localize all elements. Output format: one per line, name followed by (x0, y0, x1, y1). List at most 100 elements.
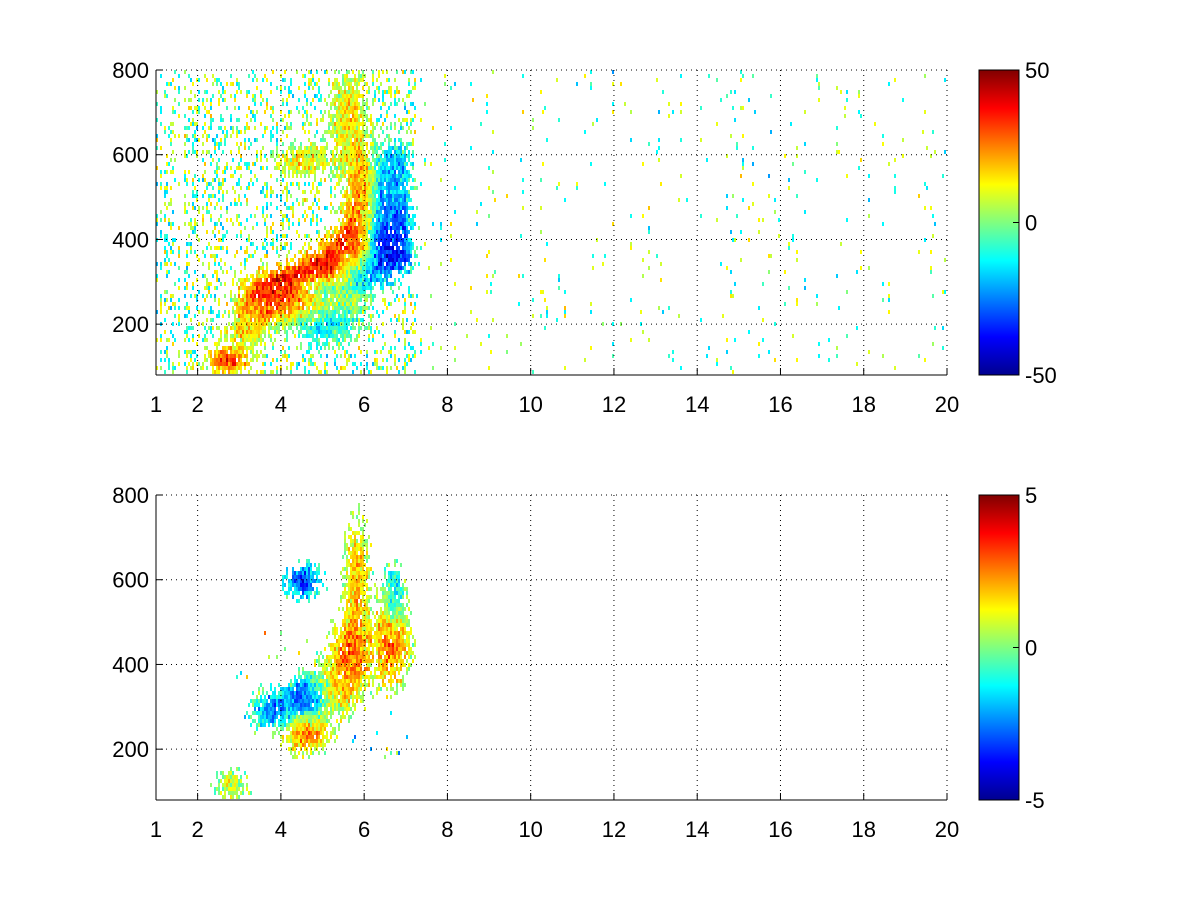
heatmap-cell (324, 130, 326, 134)
heatmap-cell (894, 190, 896, 194)
heatmap-cell (244, 366, 246, 370)
heatmap-cell (224, 354, 226, 358)
heatmap-cell (356, 178, 358, 182)
heatmap-cell (356, 230, 358, 234)
heatmap-cell (278, 162, 280, 166)
heatmap-cell (408, 230, 410, 234)
heatmap-cell (338, 294, 340, 298)
heatmap-cell (224, 775, 226, 779)
heatmap-cell (388, 198, 390, 202)
heatmap-cell (332, 130, 334, 134)
heatmap-cell (326, 262, 328, 266)
heatmap-cell (254, 326, 256, 330)
heatmap-cell (216, 314, 218, 318)
heatmap-cell (218, 142, 220, 146)
heatmap-cell (290, 366, 292, 370)
heatmap-cell (306, 254, 308, 258)
heatmap-cell (380, 274, 382, 278)
heatmap-cell (324, 278, 326, 282)
heatmap-cell (338, 338, 340, 342)
heatmap-cell (400, 138, 402, 142)
heatmap-cell (400, 158, 402, 162)
heatmap-cell (396, 90, 398, 94)
heatmap-cell (202, 322, 204, 326)
heatmap-cell (278, 310, 280, 314)
heatmap-cell (792, 234, 794, 238)
heatmap-cell (672, 110, 674, 114)
heatmap-cell (390, 94, 392, 98)
heatmap-cell (306, 270, 308, 274)
heatmap-cell (318, 154, 320, 158)
heatmap-cell (368, 306, 370, 310)
heatmap-cell (370, 266, 372, 270)
heatmap-cell (398, 238, 400, 242)
heatmap-cell (168, 222, 170, 226)
heatmap-cell (270, 326, 272, 330)
heatmap-cell (332, 254, 334, 258)
heatmap-cell (238, 82, 240, 86)
heatmap-cell (304, 162, 306, 166)
heatmap-cell (358, 134, 360, 138)
heatmap-cell (762, 218, 764, 222)
heatmap-cell (190, 222, 192, 226)
heatmap-cell (804, 142, 806, 146)
heatmap-cell (284, 310, 286, 314)
heatmap-cell (282, 154, 284, 158)
heatmap-cell (348, 134, 350, 138)
heatmap-cell (394, 250, 396, 254)
heatmap-cell (184, 194, 186, 198)
heatmap-cell (362, 246, 364, 250)
heatmap-cell (258, 290, 260, 294)
heatmap-cell (160, 146, 162, 150)
heatmap-cell (260, 258, 262, 262)
heatmap-cell (396, 238, 398, 242)
heatmap-cell (290, 266, 292, 270)
heatmap-cell (356, 174, 358, 178)
heatmap-cell (194, 150, 196, 154)
heatmap-cell (272, 298, 274, 302)
heatmap-cell (160, 218, 162, 222)
heatmap-cell (236, 791, 238, 795)
heatmap-cell (352, 274, 354, 278)
heatmap-cell (338, 246, 340, 250)
heatmap-cell (336, 98, 338, 102)
heatmap-cell (368, 186, 370, 190)
heatmap-cell (358, 90, 360, 94)
heatmap-cell (286, 282, 288, 286)
heatmap-cell (204, 298, 206, 302)
heatmap-cell (296, 278, 298, 282)
heatmap-cell (398, 202, 400, 206)
heatmap-cell (432, 366, 434, 370)
heatmap-cell (254, 306, 256, 310)
heatmap-cell (344, 270, 346, 274)
heatmap-cell (378, 330, 380, 334)
heatmap-cell (352, 238, 354, 242)
heatmap-cell (210, 202, 212, 206)
heatmap-cell (424, 242, 426, 246)
heatmap-cell (342, 206, 344, 210)
heatmap-cell (310, 318, 312, 322)
heatmap-cell (398, 222, 400, 226)
heatmap-cell (404, 234, 406, 238)
heatmap-cell (346, 314, 348, 318)
heatmap-cell (410, 358, 412, 362)
heatmap-cell (254, 98, 256, 102)
heatmap-cell (480, 202, 482, 206)
heatmap-cell (216, 270, 218, 274)
heatmap-cell (386, 126, 388, 130)
heatmap-cell (224, 783, 226, 787)
heatmap-cell (264, 74, 266, 78)
heatmap-cell (270, 226, 272, 230)
heatmap-cell (272, 326, 274, 330)
heatmap-cell (284, 186, 286, 190)
heatmap-cell (308, 146, 310, 150)
heatmap-cell (276, 314, 278, 318)
heatmap-cell (256, 282, 258, 286)
heatmap-cell (306, 318, 308, 322)
heatmap-cell (328, 262, 330, 266)
heatmap-cell (354, 282, 356, 286)
heatmap-cell (406, 190, 408, 194)
heatmap-cell (312, 362, 314, 366)
heatmap-cell (304, 174, 306, 178)
heatmap-cell (346, 350, 348, 354)
